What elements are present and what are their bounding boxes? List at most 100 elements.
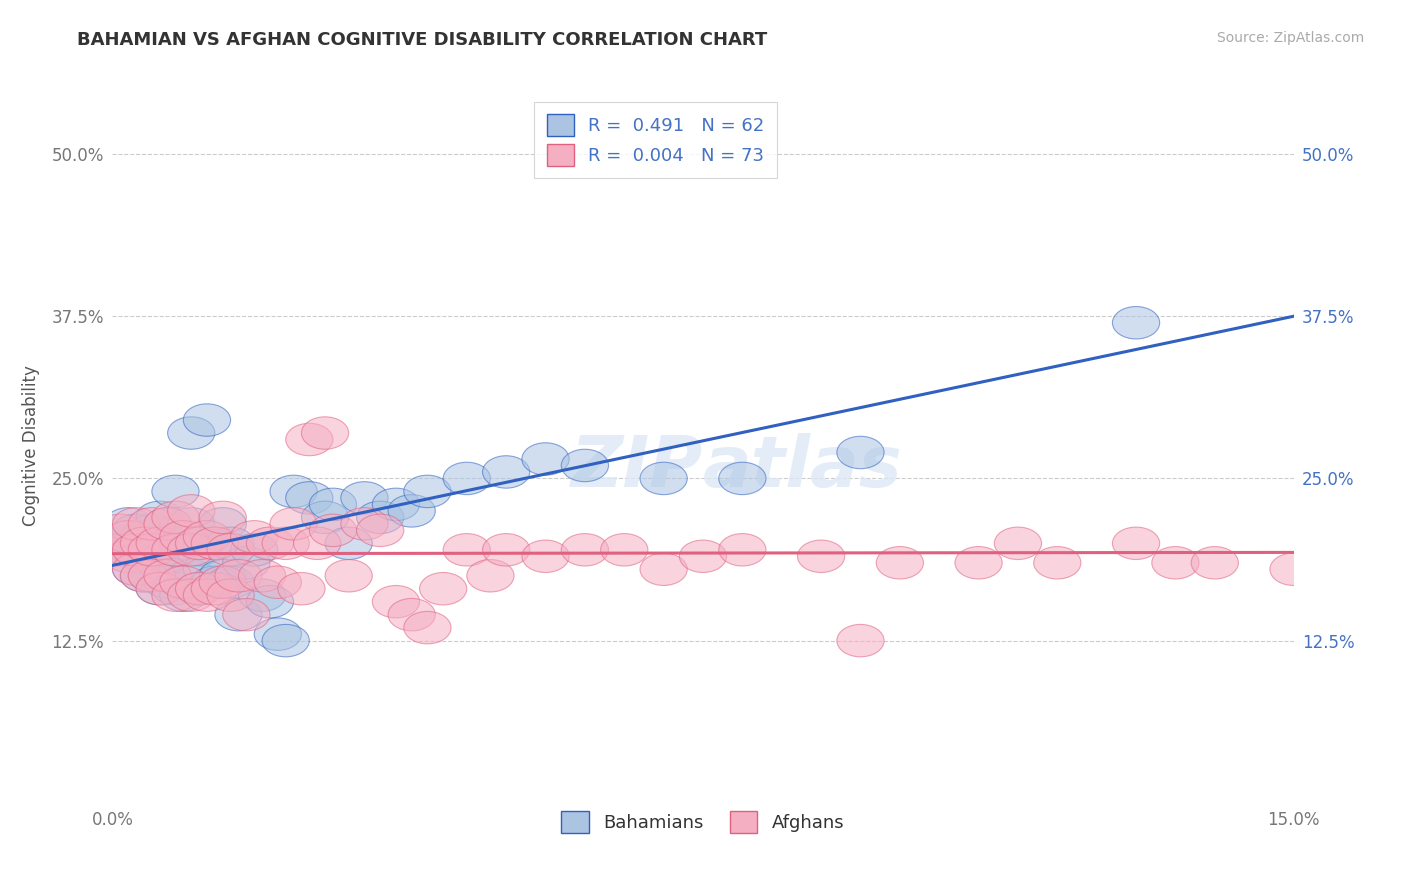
- Ellipse shape: [183, 404, 231, 436]
- Ellipse shape: [239, 579, 285, 611]
- Ellipse shape: [246, 585, 294, 618]
- Ellipse shape: [254, 618, 301, 650]
- Ellipse shape: [152, 501, 200, 533]
- Ellipse shape: [176, 573, 222, 605]
- Ellipse shape: [104, 533, 152, 566]
- Ellipse shape: [357, 514, 404, 547]
- Ellipse shape: [797, 540, 845, 573]
- Ellipse shape: [112, 533, 160, 566]
- Ellipse shape: [837, 436, 884, 468]
- Ellipse shape: [357, 501, 404, 533]
- Ellipse shape: [294, 527, 340, 559]
- Ellipse shape: [200, 508, 246, 540]
- Ellipse shape: [207, 566, 254, 599]
- Ellipse shape: [325, 559, 373, 592]
- Ellipse shape: [262, 527, 309, 559]
- Ellipse shape: [128, 559, 176, 592]
- Ellipse shape: [522, 442, 569, 475]
- Ellipse shape: [467, 559, 515, 592]
- Ellipse shape: [679, 540, 727, 573]
- Ellipse shape: [152, 579, 200, 611]
- Ellipse shape: [152, 475, 200, 508]
- Ellipse shape: [143, 540, 191, 573]
- Ellipse shape: [160, 566, 207, 599]
- Ellipse shape: [167, 579, 215, 611]
- Ellipse shape: [1112, 527, 1160, 559]
- Ellipse shape: [419, 573, 467, 605]
- Ellipse shape: [522, 540, 569, 573]
- Ellipse shape: [97, 514, 143, 547]
- Ellipse shape: [112, 514, 160, 547]
- Ellipse shape: [222, 547, 270, 579]
- Text: BAHAMIAN VS AFGHAN COGNITIVE DISABILITY CORRELATION CHART: BAHAMIAN VS AFGHAN COGNITIVE DISABILITY …: [77, 31, 768, 49]
- Ellipse shape: [143, 559, 191, 592]
- Ellipse shape: [191, 527, 239, 559]
- Ellipse shape: [837, 624, 884, 657]
- Ellipse shape: [128, 514, 176, 547]
- Ellipse shape: [104, 521, 152, 553]
- Ellipse shape: [1270, 553, 1317, 585]
- Ellipse shape: [404, 475, 451, 508]
- Ellipse shape: [97, 533, 143, 566]
- Ellipse shape: [718, 462, 766, 495]
- Ellipse shape: [183, 521, 231, 553]
- Text: atlas: atlas: [703, 433, 903, 502]
- Ellipse shape: [200, 566, 246, 599]
- Ellipse shape: [191, 573, 239, 605]
- Ellipse shape: [183, 553, 231, 585]
- Ellipse shape: [1152, 547, 1199, 579]
- Ellipse shape: [136, 527, 183, 559]
- Ellipse shape: [128, 508, 176, 540]
- Ellipse shape: [128, 540, 176, 573]
- Ellipse shape: [207, 527, 254, 559]
- Ellipse shape: [121, 559, 167, 592]
- Ellipse shape: [309, 488, 357, 521]
- Ellipse shape: [160, 521, 207, 553]
- Ellipse shape: [876, 547, 924, 579]
- Ellipse shape: [1033, 547, 1081, 579]
- Ellipse shape: [176, 527, 222, 559]
- Ellipse shape: [301, 501, 349, 533]
- Ellipse shape: [231, 521, 278, 553]
- Ellipse shape: [254, 566, 301, 599]
- Ellipse shape: [388, 599, 436, 631]
- Ellipse shape: [640, 462, 688, 495]
- Ellipse shape: [443, 533, 491, 566]
- Ellipse shape: [443, 462, 491, 495]
- Ellipse shape: [152, 573, 200, 605]
- Ellipse shape: [112, 533, 160, 566]
- Ellipse shape: [167, 495, 215, 527]
- Ellipse shape: [955, 547, 1002, 579]
- Ellipse shape: [191, 527, 239, 559]
- Y-axis label: Cognitive Disability: Cognitive Disability: [22, 366, 41, 526]
- Ellipse shape: [215, 559, 262, 592]
- Ellipse shape: [388, 495, 436, 527]
- Ellipse shape: [112, 553, 160, 585]
- Ellipse shape: [160, 527, 207, 559]
- Ellipse shape: [112, 508, 160, 540]
- Ellipse shape: [222, 599, 270, 631]
- Ellipse shape: [121, 540, 167, 573]
- Ellipse shape: [373, 585, 419, 618]
- Ellipse shape: [285, 424, 333, 456]
- Ellipse shape: [301, 417, 349, 450]
- Text: Source: ZipAtlas.com: Source: ZipAtlas.com: [1216, 31, 1364, 45]
- Ellipse shape: [600, 533, 648, 566]
- Ellipse shape: [270, 475, 318, 508]
- Ellipse shape: [215, 599, 262, 631]
- Ellipse shape: [191, 566, 239, 599]
- Ellipse shape: [104, 508, 152, 540]
- Ellipse shape: [143, 508, 191, 540]
- Ellipse shape: [561, 533, 609, 566]
- Ellipse shape: [340, 508, 388, 540]
- Ellipse shape: [718, 533, 766, 566]
- Ellipse shape: [136, 573, 183, 605]
- Ellipse shape: [278, 573, 325, 605]
- Ellipse shape: [207, 579, 254, 611]
- Ellipse shape: [136, 501, 183, 533]
- Ellipse shape: [152, 533, 200, 566]
- Ellipse shape: [136, 573, 183, 605]
- Ellipse shape: [97, 527, 143, 559]
- Ellipse shape: [112, 553, 160, 585]
- Ellipse shape: [200, 559, 246, 592]
